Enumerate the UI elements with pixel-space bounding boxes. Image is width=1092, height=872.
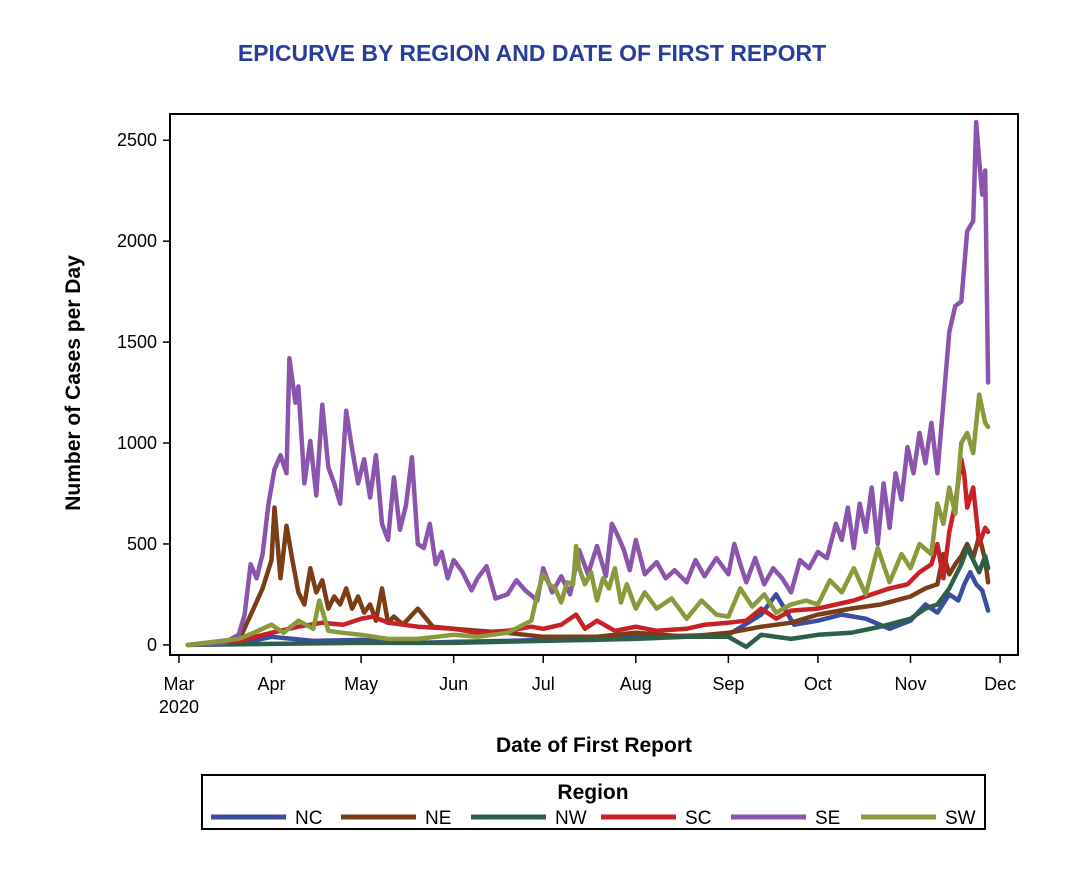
chart-title: EPICURVE BY REGION AND DATE OF FIRST REP…	[238, 40, 826, 66]
plot-frame	[169, 113, 1019, 656]
y-tick-label: 500	[127, 534, 157, 554]
series-line-sc	[185, 456, 991, 648]
y-axis-title: Number of Cases per Day	[62, 255, 85, 511]
plot-series	[185, 119, 991, 650]
legend-item-nw: NW	[471, 808, 587, 829]
y-tick-label: 2500	[117, 130, 157, 150]
legend-item-ne: NE	[341, 808, 451, 829]
series-line-nw	[185, 545, 991, 650]
legend-item-sw: SW	[861, 808, 976, 829]
legend-title: Region	[557, 781, 628, 804]
x-tick-label: Jun	[439, 674, 468, 694]
legend-label: SW	[945, 808, 976, 829]
x-axis: Mar 2020 Apr May Jun Jul Aug Sep Oct Nov Dec	[159, 655, 1016, 717]
legend-label: NE	[425, 808, 451, 829]
y-axis: 0 500 1000 1500 2000 2500	[117, 130, 170, 655]
y-tick-label: 1500	[117, 332, 157, 352]
y-tick-label: 2000	[117, 231, 157, 251]
x-tick-label: May	[344, 674, 378, 694]
legend-label: NC	[295, 808, 322, 829]
series-line-se	[185, 119, 991, 648]
x-axis-title: Date of First Report	[496, 734, 692, 757]
x-tick-label: Apr	[258, 674, 286, 694]
legend-label: SC	[685, 808, 711, 829]
y-tick-label: 0	[147, 635, 157, 655]
x-tick-label: Oct	[804, 674, 832, 694]
x-tick-label: Mar	[163, 674, 194, 694]
legend-label: NW	[555, 808, 587, 829]
y-tick-label: 1000	[117, 433, 157, 453]
x-tick-label: Sep	[712, 674, 744, 694]
x-tick-label: Aug	[620, 674, 652, 694]
x-tick-label: Jul	[532, 674, 555, 694]
legend: Region NC NE NW SC SE SW	[201, 774, 986, 830]
x-tick-label: Dec	[984, 674, 1016, 694]
legend-item-sc: SC	[601, 808, 711, 829]
series-line-ne	[185, 505, 991, 648]
series-line-sw	[185, 392, 991, 648]
x-tick-label: Nov	[894, 674, 926, 694]
legend-label: SE	[815, 808, 840, 829]
legend-item-se: SE	[731, 808, 840, 829]
legend-box	[201, 774, 986, 830]
legend-items: NC NE NW SC SE SW	[211, 808, 976, 829]
legend-item-nc: NC	[211, 808, 322, 829]
x-tick-sublabel: 2020	[159, 697, 199, 717]
